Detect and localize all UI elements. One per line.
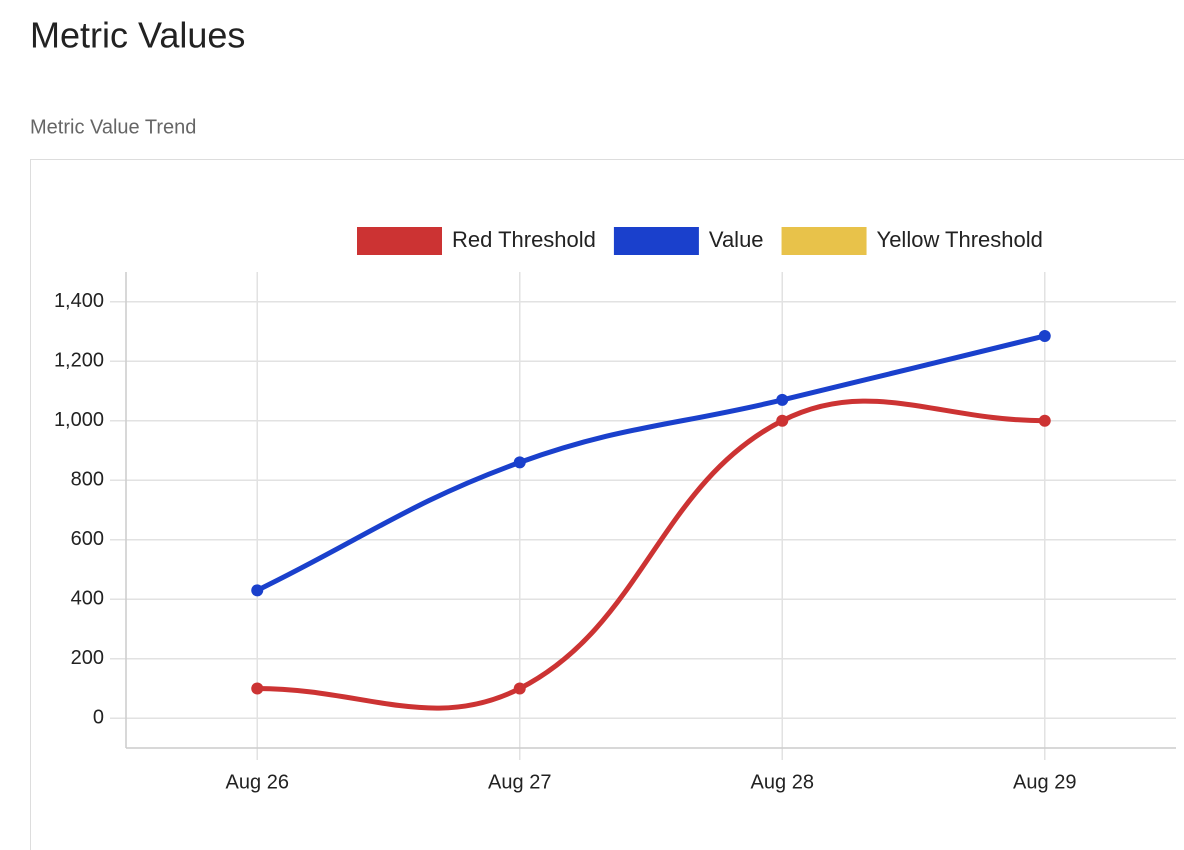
y-tick-label: 600 xyxy=(71,528,104,550)
y-tick-label: 400 xyxy=(71,588,104,610)
x-tick-label: Aug 28 xyxy=(751,771,814,793)
point xyxy=(513,456,526,469)
x-tick-label: Aug 29 xyxy=(1013,771,1076,793)
y-tick-label: 200 xyxy=(71,647,104,669)
chart-subtitle: Metric Value Trend xyxy=(30,116,196,138)
series-line xyxy=(254,333,1048,593)
point xyxy=(776,393,789,406)
page-title: Metric Values xyxy=(30,15,245,56)
legend-swatch xyxy=(781,227,867,255)
legend-label: Value xyxy=(709,227,764,252)
legend-label: Yellow Threshold xyxy=(877,227,1043,252)
y-tick-label: 0 xyxy=(93,707,104,729)
grid: 0 200 400 600 800 1,000 1,200 1,400 Aug 26 Aug 27… xyxy=(54,227,1176,793)
point xyxy=(1038,329,1051,342)
y-tick-label: 1,000 xyxy=(54,409,104,431)
plot xyxy=(251,329,1051,711)
legend-swatch xyxy=(357,227,442,255)
legend-swatch xyxy=(613,227,699,255)
series-line xyxy=(254,398,1048,711)
point xyxy=(1038,414,1051,427)
point xyxy=(513,682,526,695)
x-tick-label: Aug 26 xyxy=(226,771,289,793)
y-tick-label: 800 xyxy=(71,469,104,491)
y-tick-label: 1,200 xyxy=(54,350,104,372)
point xyxy=(251,682,264,695)
legend-label: Red Threshold xyxy=(452,227,596,252)
x-tick-label: Aug 27 xyxy=(488,771,551,793)
point xyxy=(251,584,264,597)
chart-card xyxy=(30,159,1184,850)
point xyxy=(776,414,789,427)
y-tick-label: 1,400 xyxy=(54,290,104,312)
